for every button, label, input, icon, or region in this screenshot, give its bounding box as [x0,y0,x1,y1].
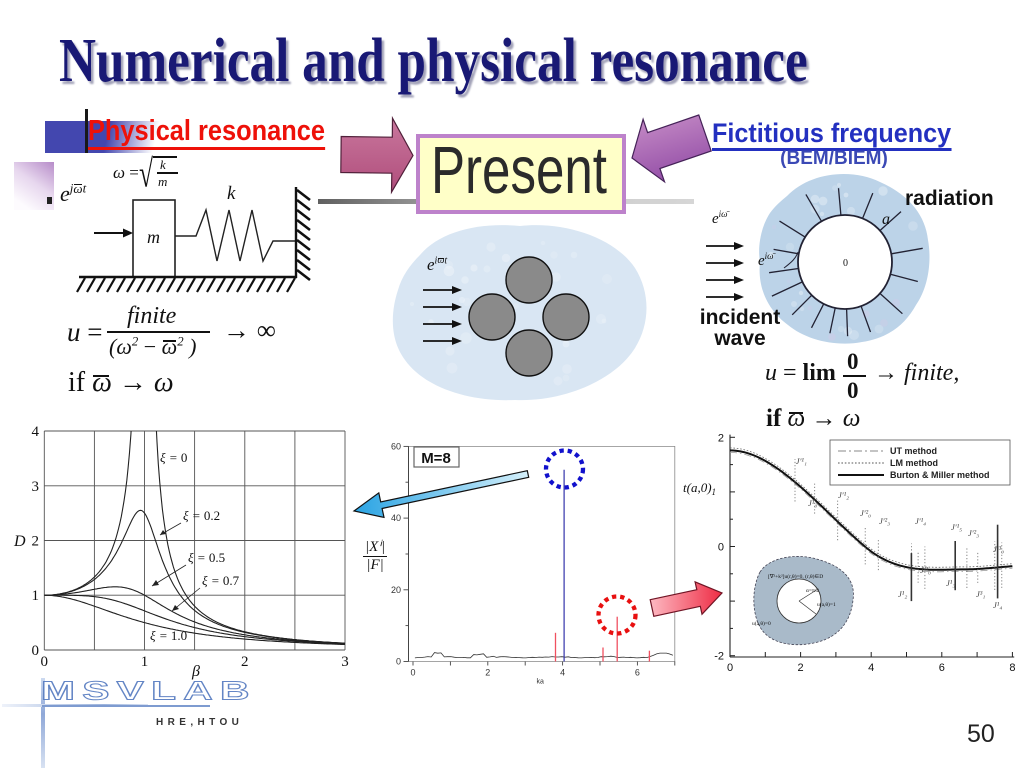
svg-text:0: 0 [718,542,724,554]
svg-text:1: 1 [32,588,40,604]
svg-text:2: 2 [485,668,490,678]
svg-text:3: 3 [341,654,349,670]
svg-text:8: 8 [1009,662,1015,674]
svg-text:LM method: LM method [890,458,938,468]
svg-text:6: 6 [939,662,945,674]
svg-text:0: 0 [410,668,415,678]
svg-text:60: 60 [391,441,401,451]
svg-text:0: 0 [32,643,40,659]
svg-text:J′²₃: J′²₃ [968,528,979,538]
svg-text:6: 6 [635,668,640,678]
svg-text:u(a,θ)=1: u(a,θ)=1 [817,601,836,608]
svg-text:ξ = 1.0: ξ = 1.0 [150,628,187,643]
svg-text:J′¹₂: J′¹₂ [838,490,849,500]
svg-text:J¹₂: J¹₂ [898,589,907,599]
svg-text:2: 2 [32,534,40,550]
svg-text:J′¹₅: J′¹₅ [951,522,962,532]
svg-text:α=π/2: α=π/2 [806,588,819,594]
svg-text:D: D [13,533,26,550]
svg-text:u(a,θ)=0: u(a,θ)=0 [752,620,771,627]
svg-text:0: 0 [843,258,848,269]
svg-text:4: 4 [868,662,874,674]
svg-text:M=8: M=8 [421,450,451,467]
svg-text:ξ = 0.5: ξ = 0.5 [188,550,225,565]
svg-text:0: 0 [41,654,49,670]
svg-text:J′¹₁: J′¹₁ [796,456,807,466]
svg-text:4: 4 [32,424,40,440]
svg-text:2: 2 [241,654,249,670]
svg-text:0: 0 [396,657,401,667]
svg-text:J′²₀: J′²₀ [860,508,871,518]
svg-text:m: m [147,227,160,247]
svg-text:ka: ka [536,679,544,686]
svg-text:20: 20 [391,585,401,595]
svg-text:ξ = 0.7: ξ = 0.7 [202,573,240,588]
svg-text:J′¹₀: J′¹₀ [920,565,931,575]
svg-text:2: 2 [718,432,724,444]
svg-text:UT method: UT method [890,446,937,456]
svg-text:-2: -2 [714,651,724,663]
svg-text:0: 0 [727,662,733,674]
svg-text:J¹₄: J¹₄ [993,600,1002,610]
svg-text:J¹₃: J¹₃ [946,578,955,588]
svg-text:ξ = 0.2: ξ = 0.2 [183,508,220,523]
svg-text:a: a [882,211,890,228]
svg-text:J¹₀: J¹₀ [808,498,817,508]
svg-text:β: β [191,663,200,680]
svg-text:t(a,0)1: t(a,0)1 [683,480,716,497]
svg-text:J′²₃: J′²₃ [879,516,890,526]
svg-text:J³₁: J³₁ [976,589,985,599]
svg-text:[∇²+k²]u(r,θ)=0, (r,θ)∈D: [∇²+k²]u(r,θ)=0, (r,θ)∈D [768,573,823,580]
svg-text:4: 4 [560,668,565,678]
svg-text:1: 1 [141,654,149,670]
svg-text:J′¹₄: J′¹₄ [915,516,926,526]
svg-text:3: 3 [32,479,40,495]
svg-text:40: 40 [391,513,401,523]
svg-text:ξ = 0: ξ = 0 [160,450,187,465]
svg-text:2: 2 [798,662,804,674]
svg-text:J′³₀: J′³₀ [993,544,1004,554]
svg-text:Burton & Miller method: Burton & Miller method [890,470,990,480]
